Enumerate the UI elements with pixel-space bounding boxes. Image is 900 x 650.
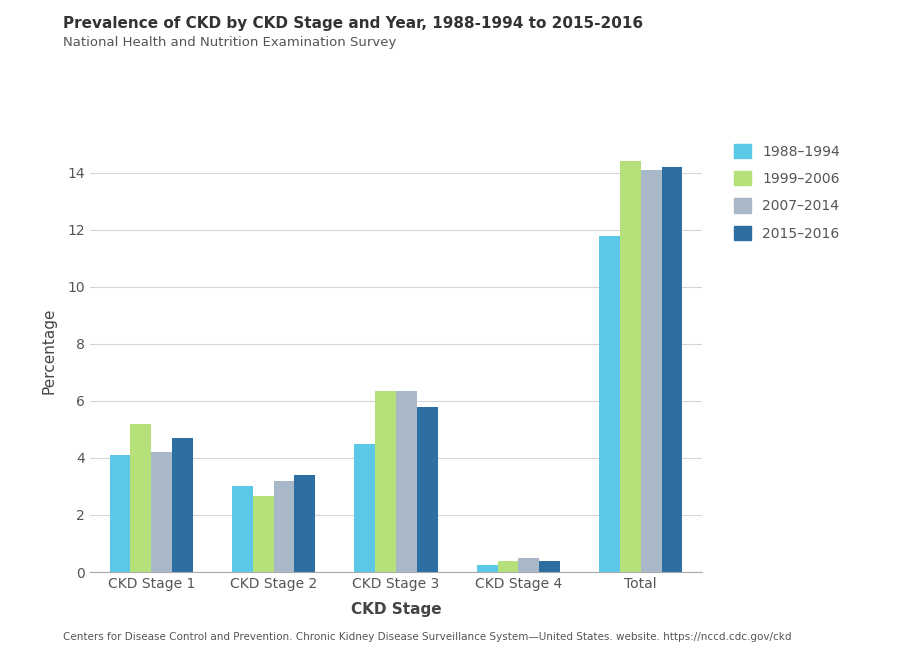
Bar — [253, 497, 274, 572]
Bar — [599, 235, 620, 572]
Legend: 1988–1994, 1999–2006, 2007–2014, 2015–2016: 1988–1994, 1999–2006, 2007–2014, 2015–20… — [727, 137, 847, 248]
Bar — [375, 391, 396, 572]
Bar — [620, 161, 641, 572]
Text: National Health and Nutrition Examination Survey: National Health and Nutrition Examinatio… — [63, 36, 396, 49]
Bar — [477, 565, 498, 572]
Bar — [110, 455, 130, 572]
Bar — [274, 481, 294, 572]
Bar — [172, 438, 193, 572]
Bar — [417, 407, 437, 572]
Text: Prevalence of CKD by CKD Stage and Year, 1988-1994 to 2015-2016: Prevalence of CKD by CKD Stage and Year,… — [63, 16, 644, 31]
Bar — [641, 170, 662, 572]
Bar — [232, 486, 253, 572]
Bar — [498, 560, 518, 572]
Bar — [130, 424, 151, 572]
Bar — [294, 475, 315, 572]
Bar — [151, 452, 172, 572]
Bar — [518, 558, 539, 572]
X-axis label: CKD Stage: CKD Stage — [351, 602, 441, 617]
Y-axis label: Percentage: Percentage — [41, 307, 57, 395]
Bar — [355, 444, 375, 572]
Bar — [396, 391, 417, 572]
Bar — [539, 560, 560, 572]
Bar — [662, 167, 682, 572]
Text: Centers for Disease Control and Prevention. Chronic Kidney Disease Surveillance : Centers for Disease Control and Preventi… — [63, 632, 791, 642]
